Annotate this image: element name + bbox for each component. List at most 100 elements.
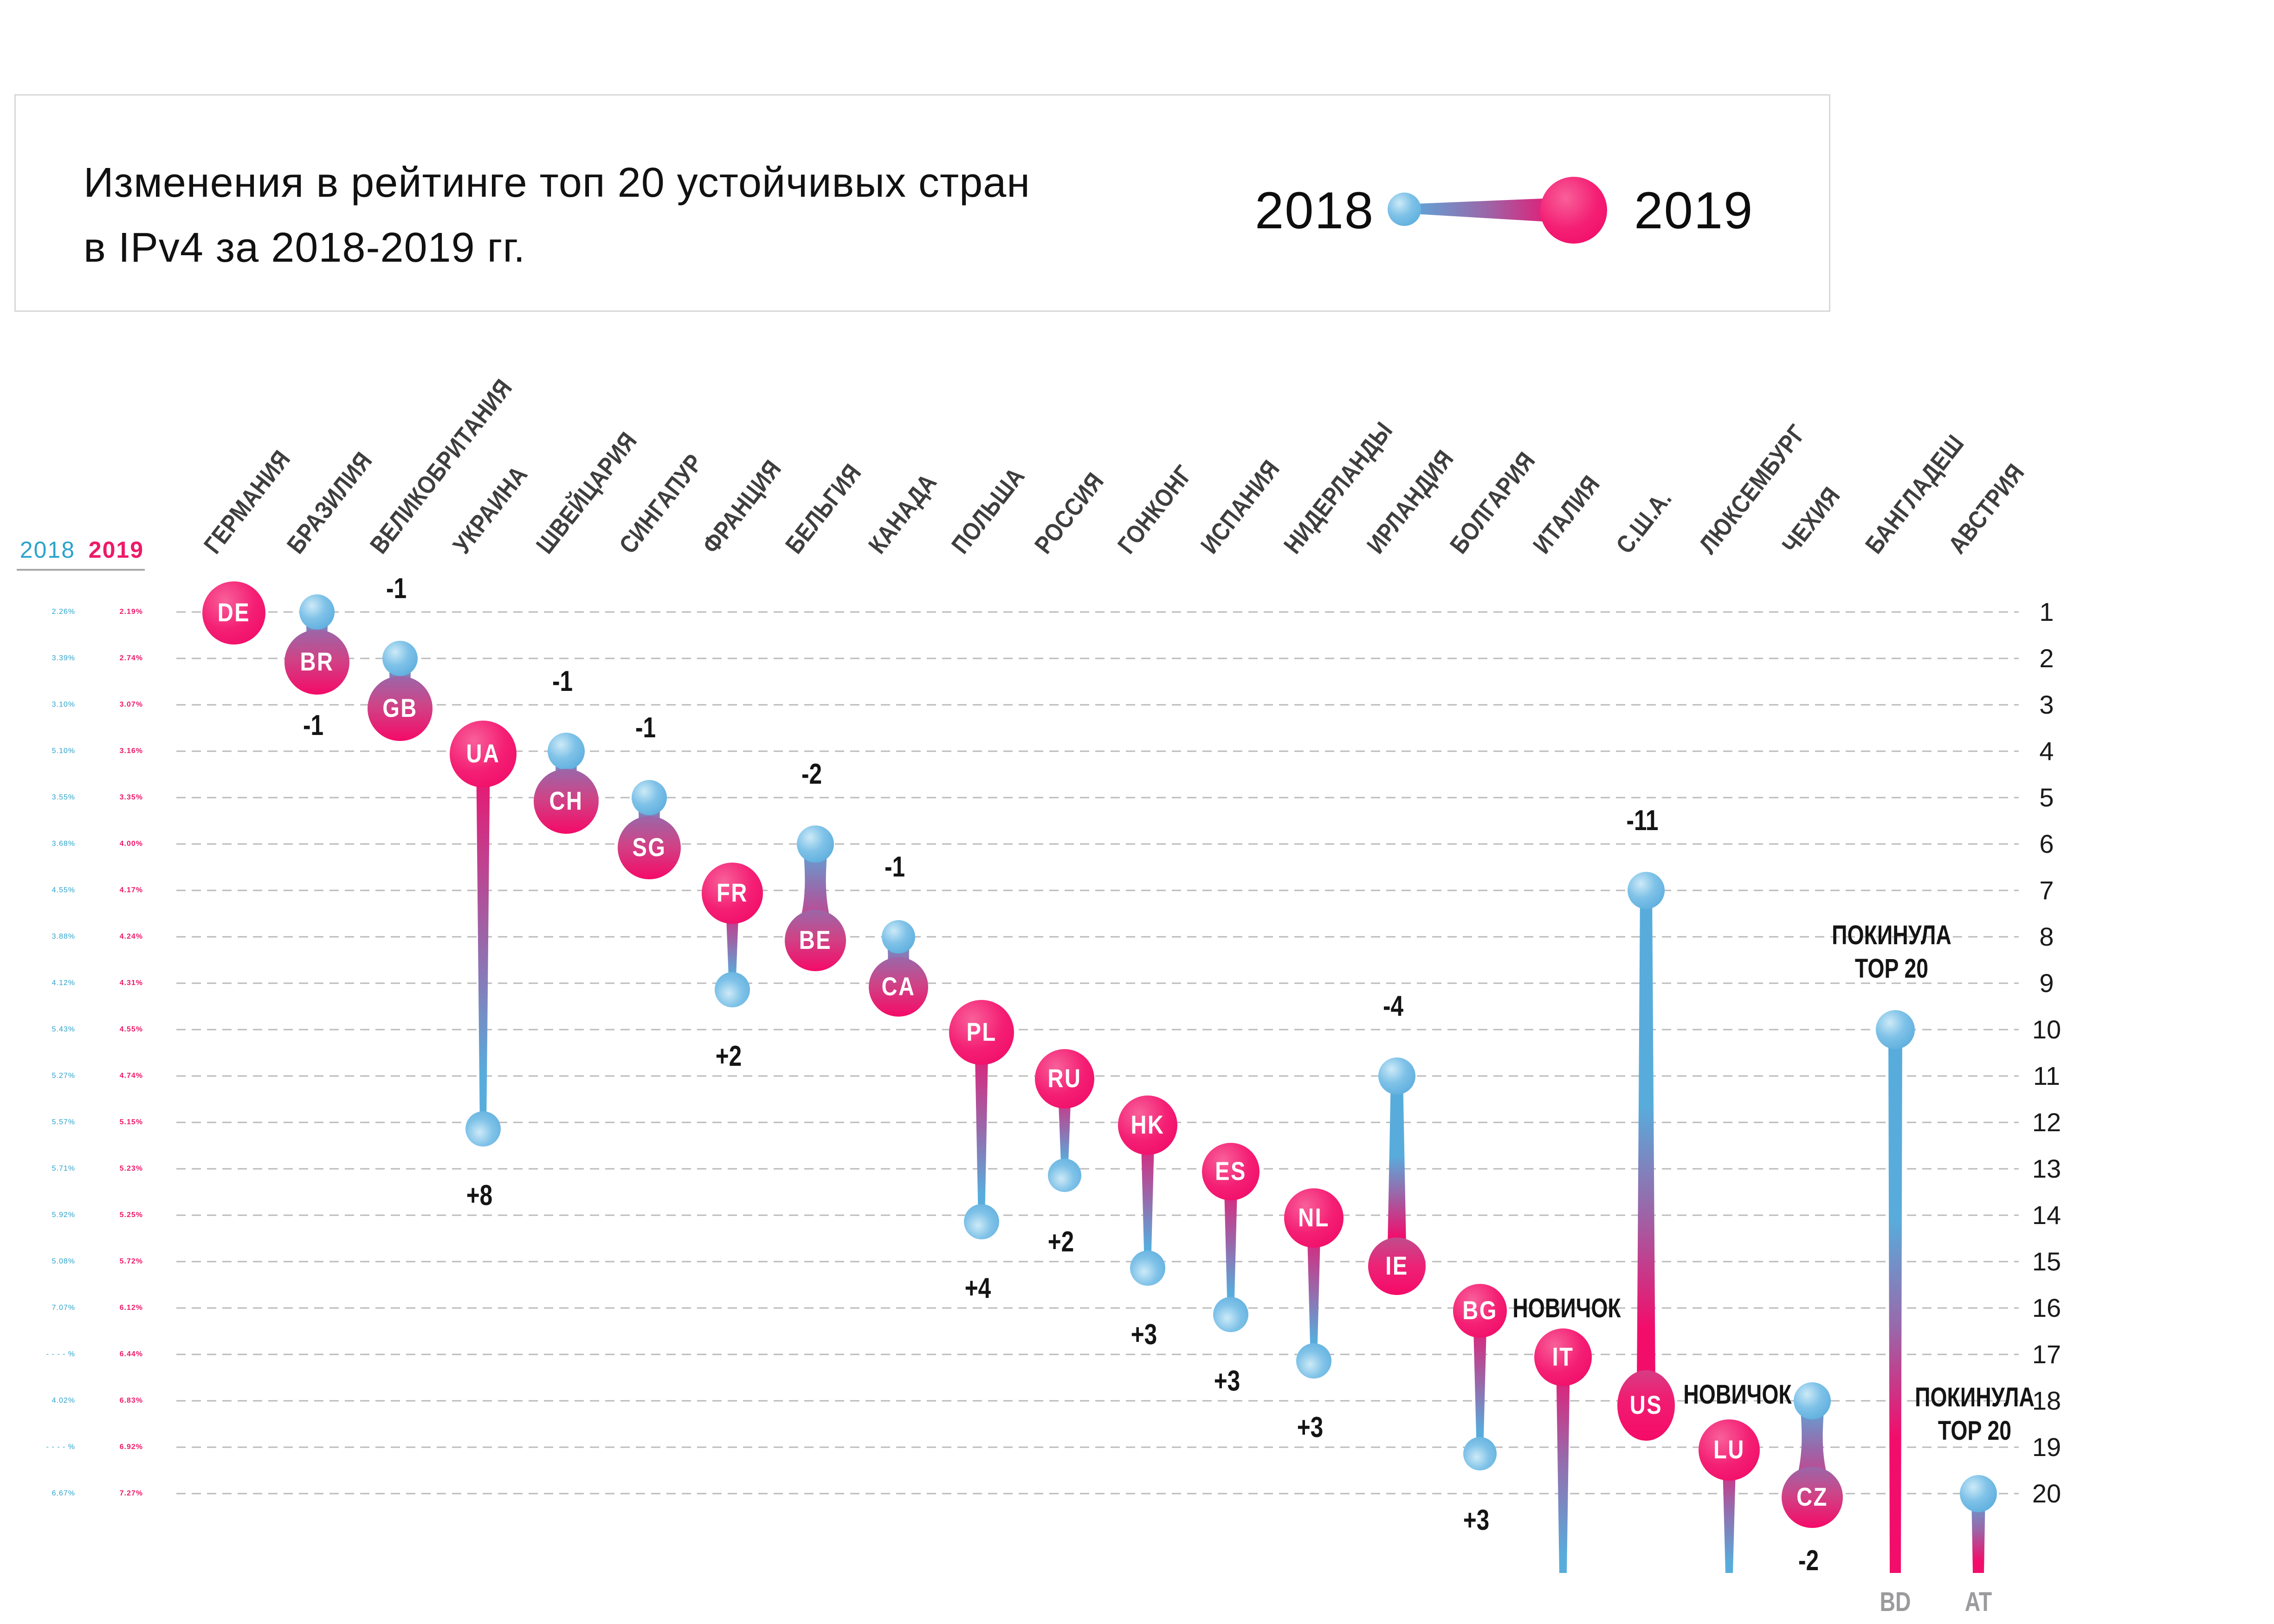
pct-2018-rank-6: 3.68% [52, 840, 75, 848]
movement-tail [1307, 1218, 1321, 1361]
dot-2018 [1378, 1057, 1415, 1095]
pct-2019-rank-20: 7.27% [119, 1489, 143, 1497]
country-code-label: CZ [1796, 1482, 1828, 1511]
movement-tail [1473, 1311, 1487, 1454]
pct-2019-rank-5: 3.35% [119, 793, 143, 801]
dot-2018 [548, 733, 585, 770]
country-glyph-sg: SG -1 [618, 711, 681, 879]
legend-line [1407, 198, 1565, 223]
dot-2018 [715, 972, 750, 1007]
country-glyph-bg: BG +3 [1453, 1284, 1507, 1536]
rank-axis-label-7: 7 [2039, 876, 2054, 905]
pct-2019-rank-2: 2.74% [119, 654, 143, 662]
pct-2019-rank-7: 4.17% [119, 886, 143, 894]
dot-2018 [1213, 1297, 1248, 1332]
pct-column-header-2018: 2018 [19, 537, 75, 563]
chart-annotation-text: -11 [1627, 804, 1659, 837]
pct-2019-rank-9: 4.31% [119, 979, 143, 987]
pct-2018-rank-19: - - - - % [46, 1443, 75, 1451]
bubble-2019 [1368, 1237, 1426, 1295]
pct-2018-rank-11: 5.27% [52, 1072, 75, 1080]
country-code-label: PL [966, 1017, 996, 1046]
country-glyph-ca: CA -1 [869, 851, 928, 1017]
country-code-label: GB [382, 693, 418, 722]
dot-2018 [382, 641, 418, 676]
pct-2018-rank-7: 4.55% [52, 886, 75, 894]
dot-2018 [465, 1111, 501, 1147]
dot-2018 [1960, 1475, 1997, 1512]
pct-2019-rank-13: 5.23% [119, 1165, 143, 1173]
chart-annotation-text: ПОКИНУЛА [1832, 920, 1951, 950]
dot-2018 [1296, 1343, 1331, 1379]
pct-2018-rank-18: 4.02% [52, 1397, 75, 1405]
rank-axis-label-12: 12 [2032, 1108, 2061, 1137]
country-glyph-bd: ПОКИНУЛА TOP 20 BD [1832, 920, 1951, 1617]
chart-annotation-text: -1 [635, 711, 656, 744]
legend-connector-icon [1388, 177, 1608, 244]
bubble-2019 [284, 630, 349, 695]
country-glyph-ru: RU +2 [1035, 1049, 1094, 1257]
dot-2018 [1130, 1250, 1165, 1286]
movement-tail [1637, 890, 1655, 1386]
country-code-label: UA [466, 739, 500, 768]
country-code-label: CH [549, 786, 583, 815]
country-glyph-ch: CH -1 [534, 665, 599, 834]
country-glyph-br: BR -1 [284, 594, 349, 741]
rank-axis-label-3: 3 [2039, 690, 2054, 719]
rank-axis-label-20: 20 [2032, 1479, 2061, 1508]
country-glyph-ie: IE -4 [1368, 990, 1426, 1295]
chart-annotation-text: НОВИЧОК [1683, 1379, 1792, 1410]
rank-axis-label-13: 13 [2032, 1154, 2061, 1183]
bubble-2019 [534, 769, 599, 834]
dot-2018 [1463, 1437, 1497, 1470]
pct-2019-rank-6: 4.00% [119, 840, 143, 848]
pct-2018-rank-2: 3.39% [52, 654, 75, 662]
rank-axis-label-17: 17 [2032, 1340, 2061, 1369]
legend-year-2019: 2019 [1634, 181, 1754, 239]
country-glyph-nl: NL +3 [1284, 1188, 1344, 1443]
bubble-2019 [785, 910, 846, 971]
chart-annotation-text: +2 [1048, 1225, 1074, 1258]
bubble-2019 [1617, 1370, 1675, 1441]
pct-2018-rank-8: 3.88% [52, 933, 75, 941]
rank-axis-label-9: 9 [2039, 968, 2054, 998]
bubble-2019 [1534, 1328, 1592, 1386]
dot-2018 [1794, 1382, 1831, 1419]
pct-2019-rank-16: 6.12% [119, 1304, 143, 1312]
dot-2018 [882, 920, 915, 954]
chart-annotation-text: -1 [386, 572, 407, 605]
bubble-2019 [1284, 1188, 1344, 1248]
country-code-label: FR [717, 878, 748, 907]
pct-2018-rank-4: 5.10% [52, 747, 75, 755]
country-code-label: CA [882, 972, 916, 1001]
country-glyph-lu: LU НОВИЧОК [1683, 1379, 1792, 1573]
chart-annotation-text: -1 [303, 709, 323, 741]
rank-axis-label-1: 1 [2039, 597, 2054, 626]
bubble-2019 [1699, 1419, 1760, 1481]
pct-2018-rank-1: 2.26% [52, 608, 75, 616]
pct-2018-rank-5: 3.55% [52, 793, 75, 801]
country-glyph-ua: UA +8 [450, 721, 517, 1211]
country-glyph-cz: CZ -2 [1782, 1382, 1843, 1576]
chart-title: Изменения в рейтинге топ 20 устойчивых с… [84, 150, 1030, 280]
pct-2019-rank-17: 6.44% [119, 1350, 143, 1358]
chart-annotation-text: BD [1880, 1587, 1911, 1617]
bubble-2019 [202, 581, 265, 644]
pct-2018-rank-17: - - - - % [46, 1350, 75, 1358]
bubble-2019 [1118, 1096, 1177, 1155]
chart-annotation-text: -2 [1798, 1544, 1819, 1577]
rank-axis-label-11: 11 [2033, 1061, 2061, 1090]
pct-2018-rank-16: 7.07% [52, 1304, 75, 1312]
bubble-2019 [949, 1000, 1014, 1065]
movement-tail [1971, 1494, 1985, 1573]
movement-tail [1888, 1030, 1902, 1573]
chart-annotation-text: -1 [552, 665, 573, 697]
rank-axis-label-6: 6 [2039, 829, 2054, 858]
country-code-label: BG [1462, 1295, 1498, 1325]
dot-2018 [632, 780, 667, 815]
bubble-2019 [1035, 1049, 1094, 1108]
bubble-2019 [368, 676, 433, 741]
rank-axis-label-16: 16 [2032, 1293, 2061, 1322]
